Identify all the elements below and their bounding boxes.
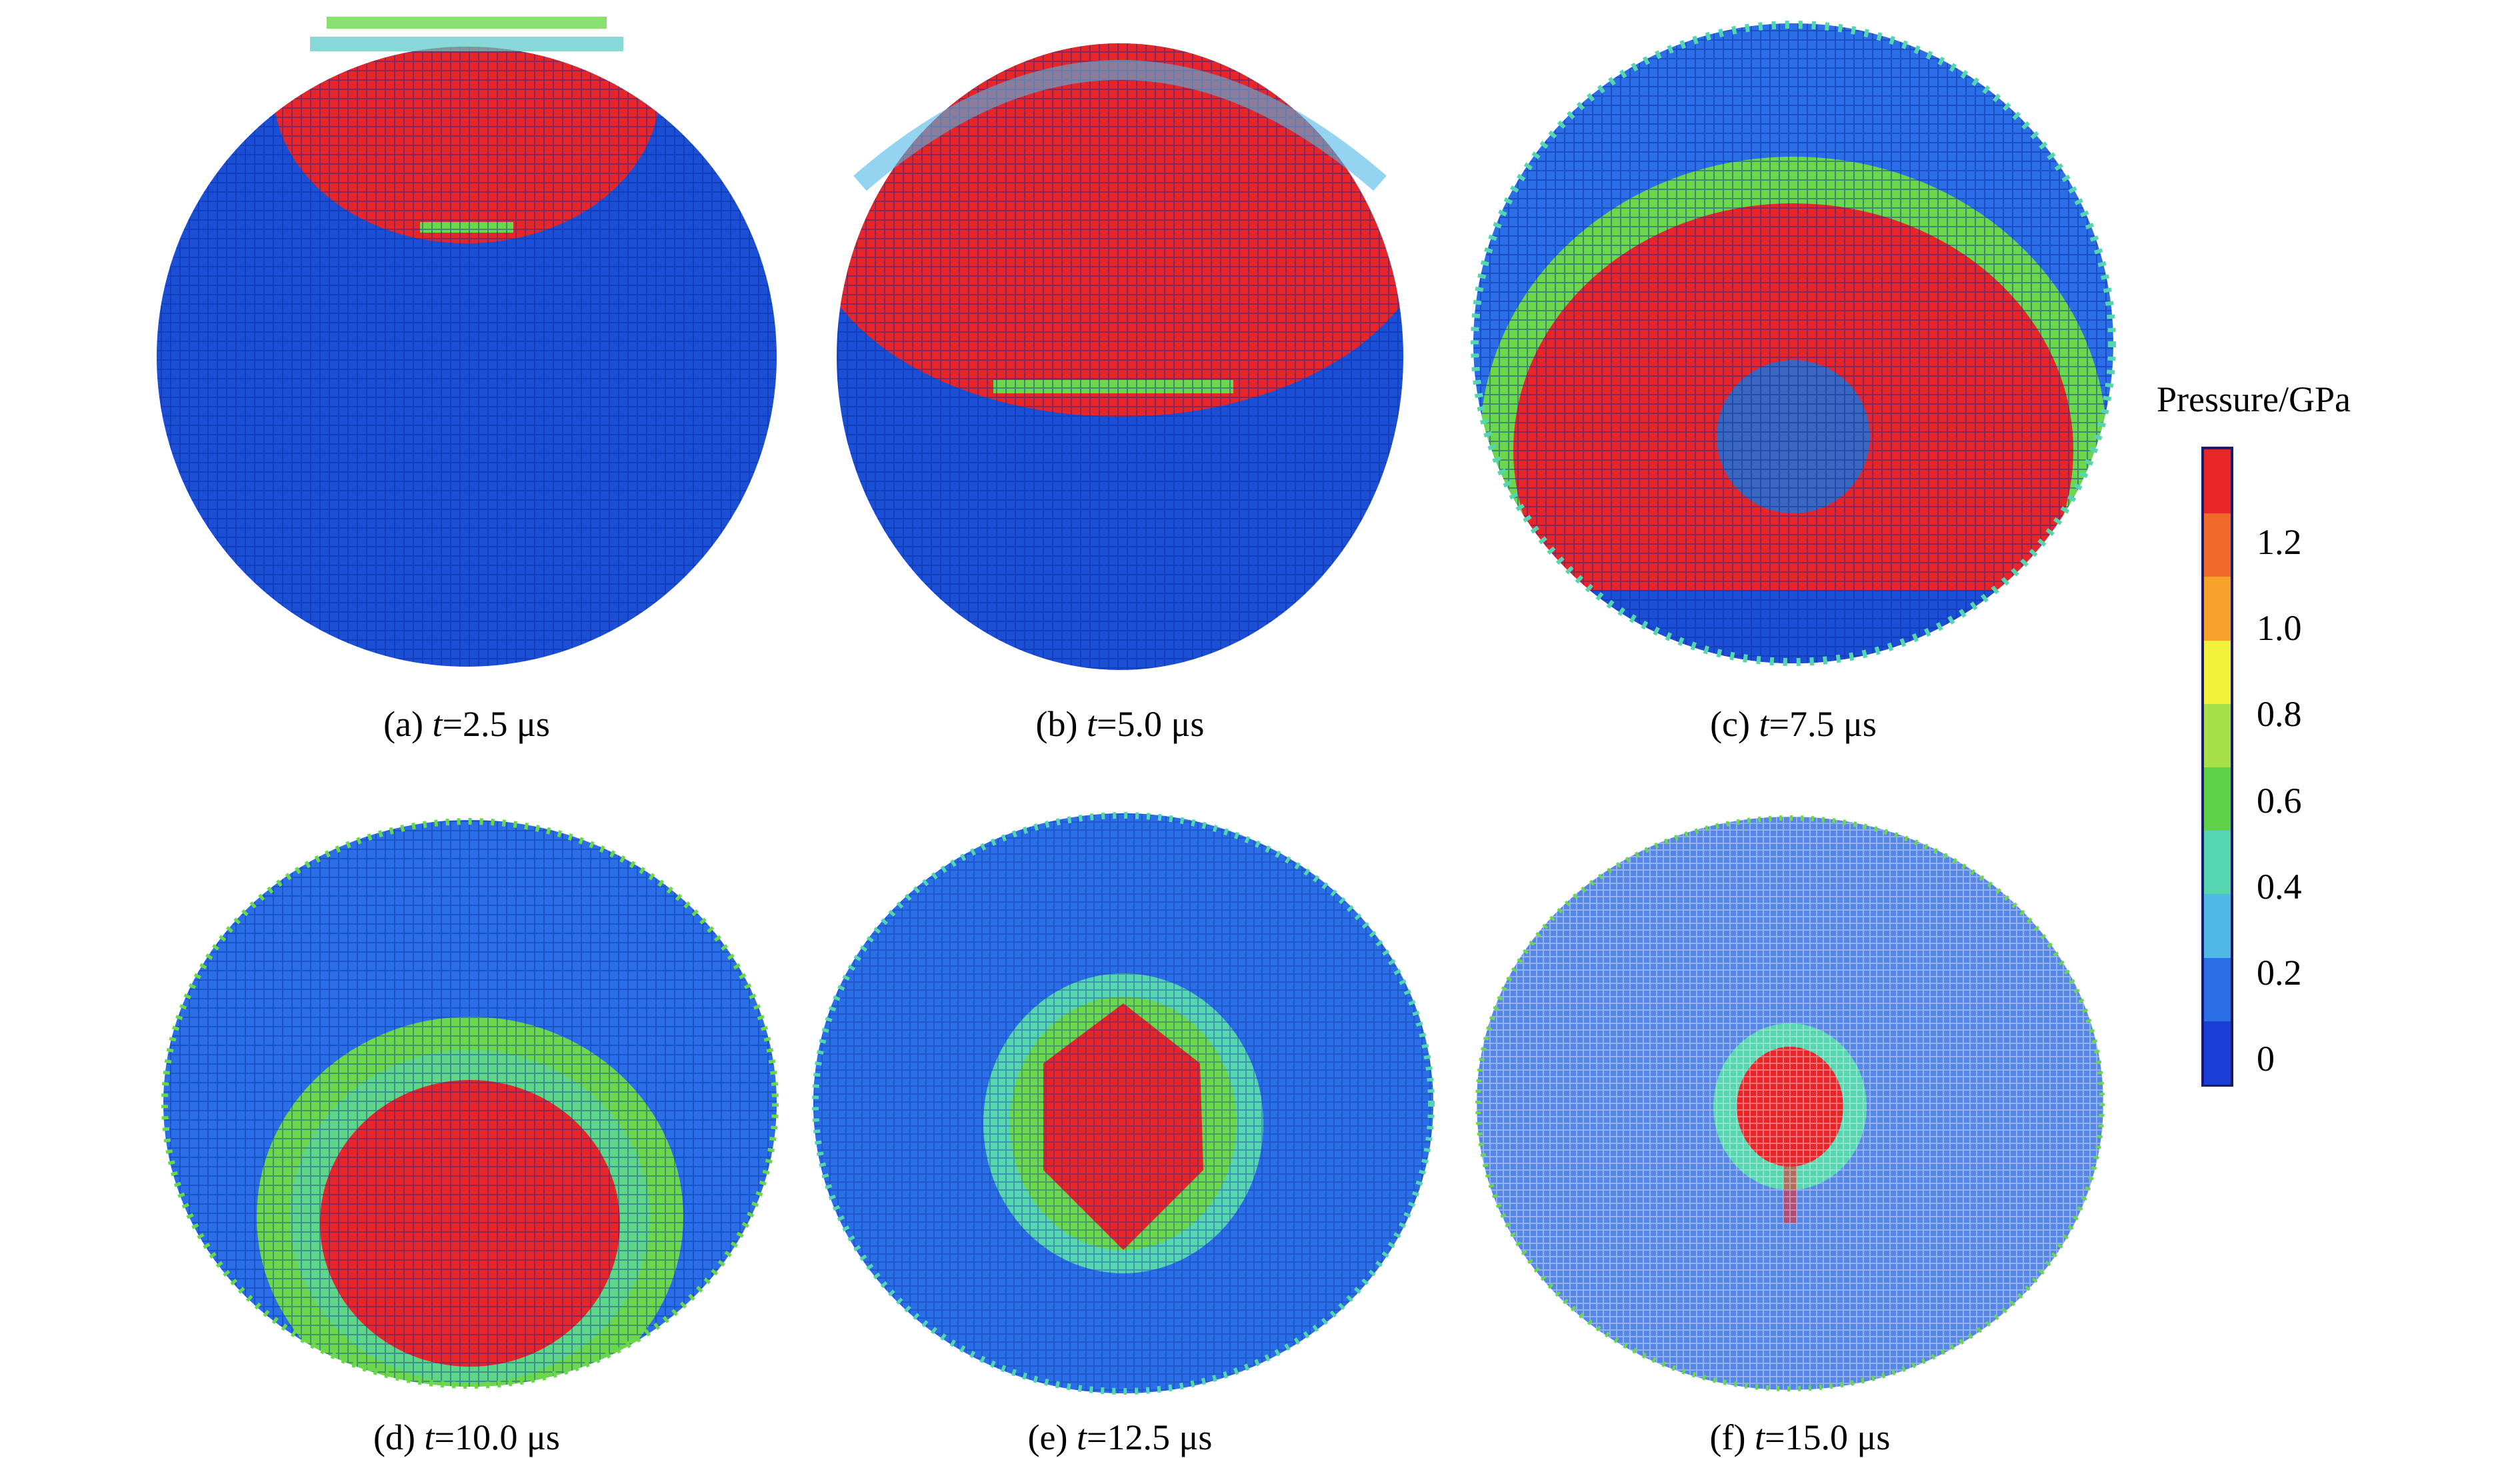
colorbar-segment <box>2204 449 2231 514</box>
colorbar-segment <box>2204 576 2231 641</box>
caption-a: (a) t=2.5 μs <box>383 704 550 744</box>
panel-b-image <box>833 10 1407 670</box>
caption-c: (c) t=7.5 μs <box>1710 704 1877 744</box>
panel-e-image <box>810 810 1437 1397</box>
colorbar-tick-label: 0.6 <box>2257 780 2302 821</box>
colorbar <box>2201 447 2233 1087</box>
colorbar-tick-label: 0.2 <box>2257 952 2302 993</box>
caption-e: (e) t=12.5 μs <box>1027 1417 1213 1457</box>
colorbar-segment <box>2204 893 2231 958</box>
caption-d: (d) t=10.0 μs <box>373 1417 560 1457</box>
colorbar-segment <box>2204 1020 2231 1085</box>
colorbar-segment <box>2204 767 2231 831</box>
colorbar-tick-label: 0.8 <box>2257 694 2302 735</box>
panel-a-image <box>157 10 777 670</box>
panel-d-image <box>157 817 783 1390</box>
colorbar-tick-label: 0.4 <box>2257 866 2302 907</box>
colorbar-segment <box>2204 957 2231 1021</box>
caption-b: (b) t=5.0 μs <box>1035 704 1205 744</box>
caption-f: (f) t=15.0 μs <box>1709 1417 1891 1457</box>
panel-c-image <box>1467 17 2120 670</box>
panel-f-image <box>1473 813 2107 1393</box>
colorbar-tick-label: 1.0 <box>2257 608 2302 649</box>
colorbar-segment <box>2204 639 2231 704</box>
colorbar-segment <box>2204 830 2231 895</box>
colorbar-segment <box>2204 703 2231 767</box>
colorbar-segment <box>2204 513 2231 577</box>
legend-title: Pressure/GPa <box>2157 379 2351 419</box>
colorbar-tick-label: 1.2 <box>2257 522 2302 562</box>
colorbar-tick-label: 0 <box>2257 1039 2275 1079</box>
